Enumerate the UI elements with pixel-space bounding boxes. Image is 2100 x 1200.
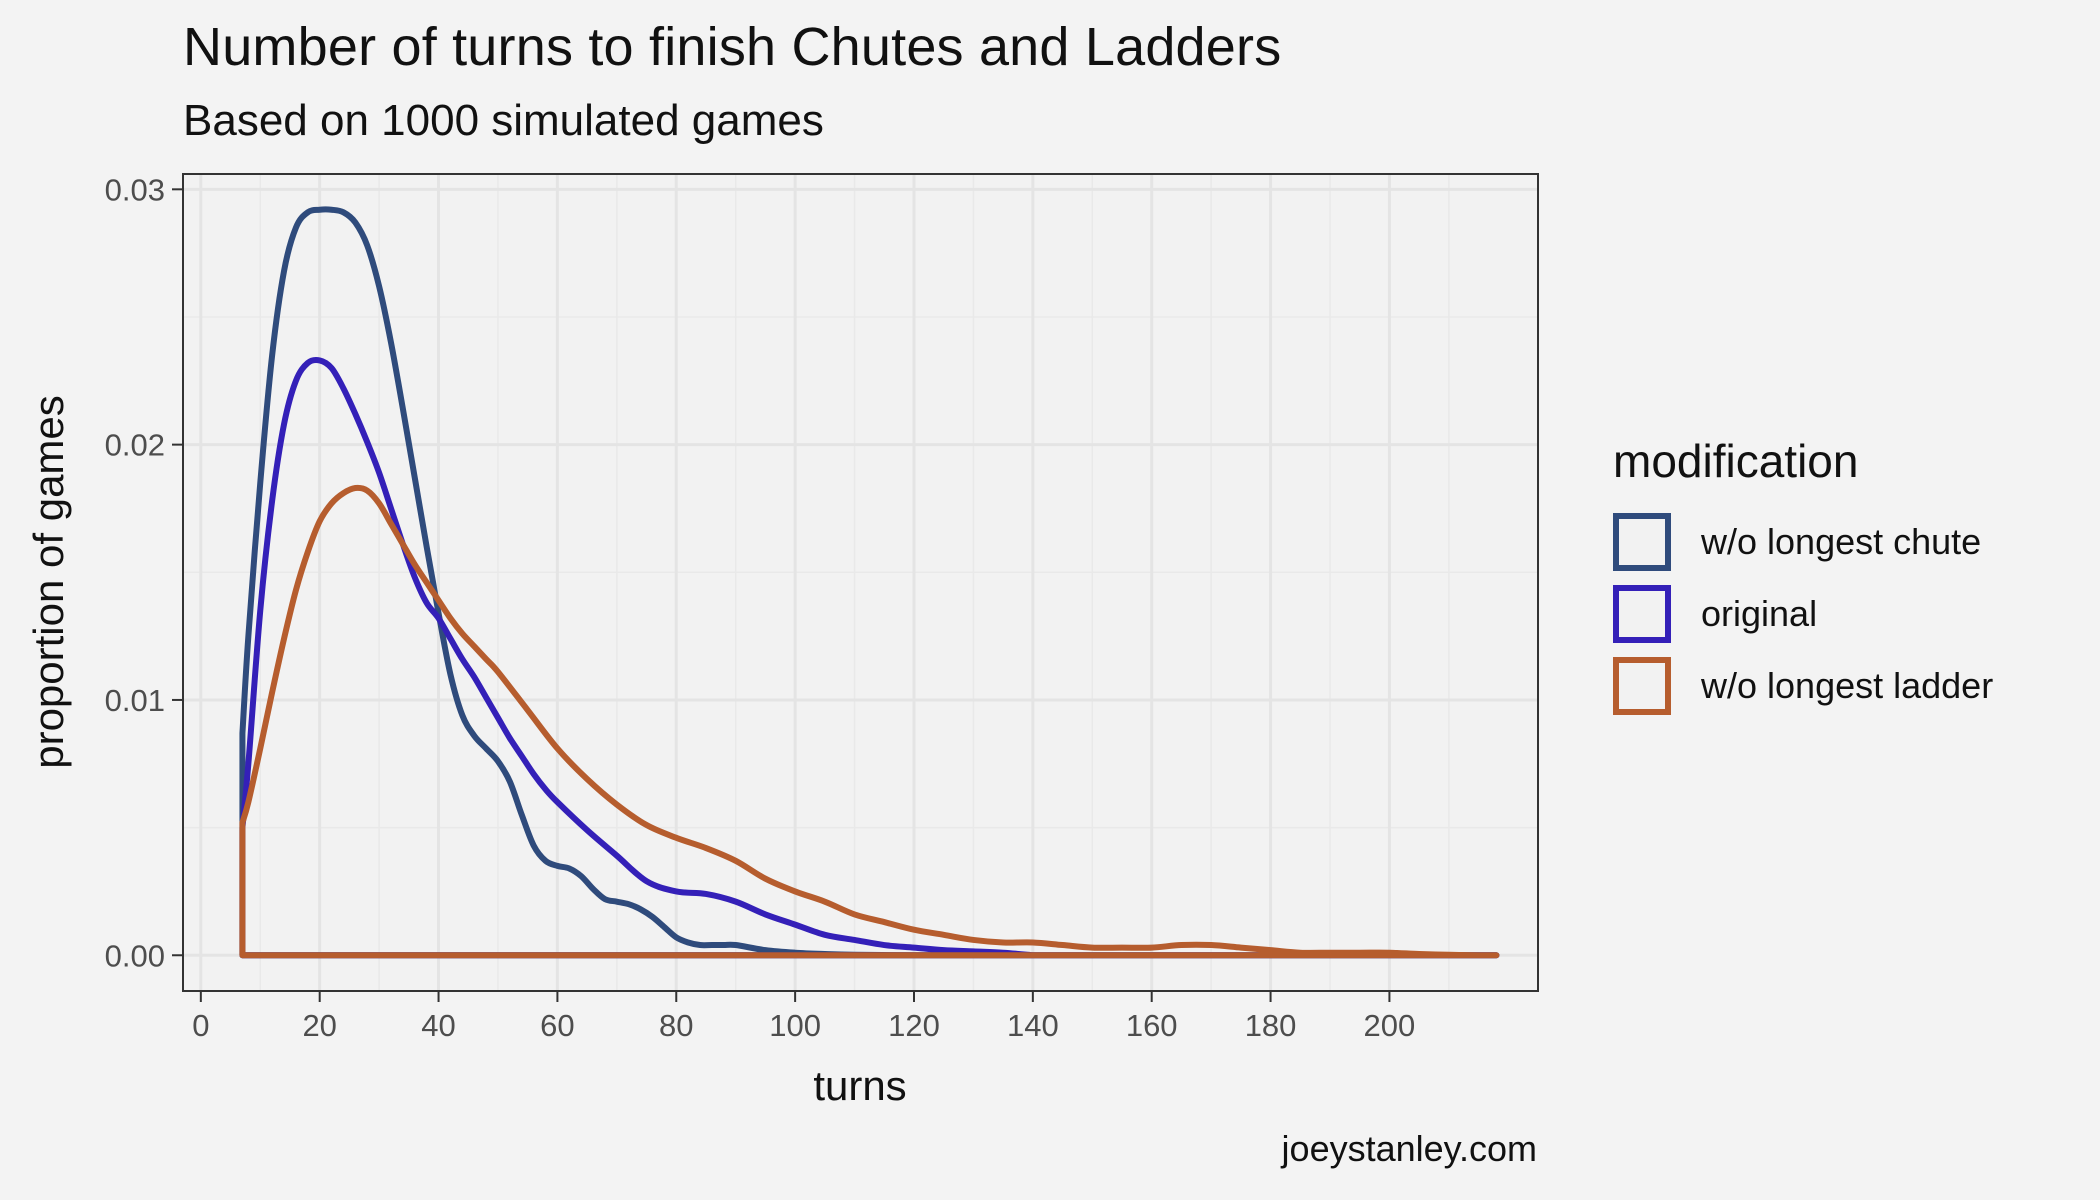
x-tick-label: 60 <box>540 1008 574 1043</box>
legend-key <box>1613 513 1671 571</box>
series-line-w-o-longest-chute <box>239 206 1500 959</box>
x-tick-label: 160 <box>1126 1008 1178 1043</box>
legend-item-w-o-longest-chute: w/o longest chute <box>1613 506 1993 578</box>
x-tick-label: 200 <box>1364 1008 1416 1043</box>
x-tick-label: 180 <box>1245 1008 1297 1043</box>
series-line-w-o-longest-ladder <box>239 484 1500 959</box>
x-tick-label: 100 <box>769 1008 821 1043</box>
series-line-original <box>239 356 1500 959</box>
legend-title: modification <box>1613 435 1859 487</box>
legend-label: original <box>1701 593 1818 634</box>
grid-minor <box>183 174 1538 991</box>
x-tick-label: 20 <box>302 1008 336 1043</box>
legend-key <box>1613 657 1671 715</box>
y-axis: 0.00 0.01 0.02 0.03 <box>105 172 183 973</box>
x-axis-label: turns <box>813 1062 906 1109</box>
plot-panel <box>183 174 1538 991</box>
legend-label: w/o longest ladder <box>1701 665 1994 706</box>
y-tick-label: 0.03 <box>105 172 165 207</box>
x-tick-label: 120 <box>888 1008 940 1043</box>
legend: modification w/o longest chute original … <box>1613 434 1993 722</box>
legend-item-original: original <box>1613 578 1993 650</box>
y-axis-label: proportion of games <box>25 395 72 769</box>
legend-item-w-o-longest-ladder: w/o longest ladder <box>1613 650 1993 722</box>
chart-subtitle: Based on 1000 simulated games <box>183 96 824 145</box>
y-tick-label: 0.02 <box>105 428 165 463</box>
y-tick-label: 0.00 <box>105 938 165 973</box>
x-tick-label: 80 <box>659 1008 693 1043</box>
caption: joeystanley.com <box>1281 1128 1537 1169</box>
plot-border <box>182 173 1539 992</box>
x-tick-label: 40 <box>421 1008 455 1043</box>
x-tick-label: 140 <box>1007 1008 1059 1043</box>
legend-key <box>1613 585 1671 643</box>
y-tick-label: 0.01 <box>105 683 165 718</box>
x-tick-label: 0 <box>192 1008 209 1043</box>
legend-label: w/o longest chute <box>1701 521 1982 562</box>
series-lines <box>239 206 1500 959</box>
chart-title: Number of turns to finish Chutes and Lad… <box>183 17 1282 77</box>
x-axis: 0 20 40 60 80 100 120 140 160 180 200 <box>192 991 1415 1043</box>
grid-major <box>183 174 1538 991</box>
